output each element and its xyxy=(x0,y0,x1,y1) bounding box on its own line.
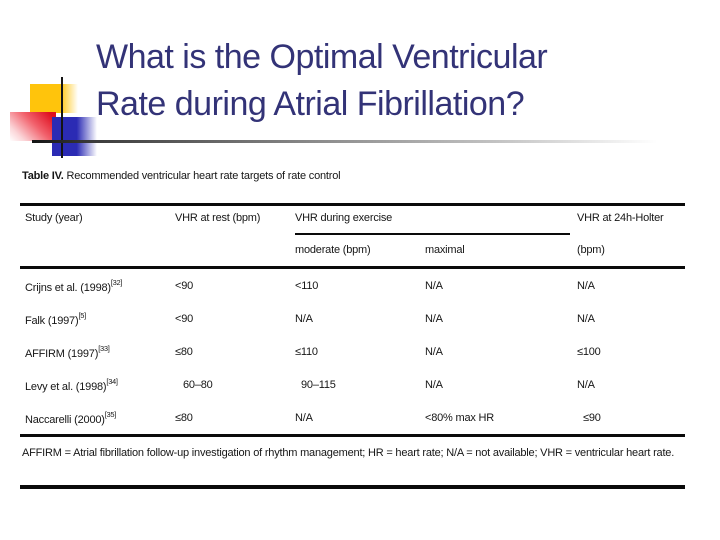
cell-maximal: N/A xyxy=(425,279,443,292)
table-caption-label: Table IV. xyxy=(22,170,64,182)
cell-study: Levy et al. (1998)[34] xyxy=(25,377,118,393)
study-name: Crijns et al. (1998) xyxy=(25,281,111,294)
table-row: Levy et al. (1998)[34] 60–80 90–115 N/A … xyxy=(20,368,685,401)
table-row: Naccarelli (2000)[35] ≤80 N/A <80% max H… xyxy=(20,401,685,434)
col-header-moderate: moderate (bpm) xyxy=(295,244,371,256)
col-header-maximal: maximal xyxy=(425,244,465,256)
cell-study: Falk (1997)[5] xyxy=(25,311,86,327)
cell-moderate: <110 xyxy=(295,279,319,292)
table-row: Falk (1997)[5] <90 N/A N/A N/A xyxy=(20,302,685,335)
col-header-rest: VHR at rest (bpm) xyxy=(175,212,261,224)
table-rows: Crijns et al. (1998)[32] <90 <110 N/A N/… xyxy=(20,269,685,434)
cell-moderate: 90–115 xyxy=(301,378,336,391)
cell-maximal: N/A xyxy=(425,345,443,358)
study-ref-superscript: [34] xyxy=(106,376,118,386)
decor-vertical-line xyxy=(61,77,63,158)
col-header-exercise: VHR during exercise xyxy=(295,212,393,224)
cell-rest: <90 xyxy=(175,279,194,292)
exercise-spanner-underline xyxy=(295,233,570,235)
table-row: AFFIRM (1997)[33] ≤80 ≤110 N/A ≤100 xyxy=(20,335,685,368)
cell-maximal: N/A xyxy=(425,312,443,325)
cell-rest: 60–80 xyxy=(183,378,213,391)
col-header-holter: VHR at 24h-Holter xyxy=(577,212,664,224)
table-footnote: AFFIRM = Atrial fibrillation follow-up i… xyxy=(22,447,675,459)
study-ref-superscript: [35] xyxy=(104,409,117,419)
cell-holter: N/A xyxy=(577,279,595,292)
title-underline-rule xyxy=(32,140,657,143)
table: Table IV. Recommended ventricular heart … xyxy=(20,170,685,492)
table-rule-top xyxy=(20,203,685,206)
table-rule-bottom xyxy=(20,485,685,489)
table-caption: Table IV. Recommended ventricular heart … xyxy=(22,170,341,182)
table-rule-data-bottom xyxy=(20,434,685,437)
col-header-study: Study (year) xyxy=(25,212,83,224)
slide-title: What is the Optimal Ventricular Rate dur… xyxy=(96,34,696,128)
col-header-holter-unit: (bpm) xyxy=(577,244,605,256)
cell-holter: ≤100 xyxy=(577,345,601,358)
study-name: Naccarelli (2000) xyxy=(25,413,105,426)
cell-moderate: ≤110 xyxy=(295,345,318,358)
study-name: Falk (1997) xyxy=(25,314,79,327)
cell-study: Crijns et al. (1998)[32] xyxy=(25,278,122,294)
study-ref-superscript: [33] xyxy=(98,343,110,353)
decor-blue-square xyxy=(52,117,97,156)
cell-moderate: N/A xyxy=(295,411,313,424)
cell-holter: ≤90 xyxy=(583,411,601,424)
decor-red-square xyxy=(10,112,56,141)
cell-study: AFFIRM (1997)[33] xyxy=(25,344,110,360)
study-ref-superscript: [5] xyxy=(78,310,86,320)
table-caption-text: Recommended ventricular heart rate targe… xyxy=(63,170,341,182)
cell-holter: N/A xyxy=(577,378,595,391)
cell-maximal: <80% max HR xyxy=(425,411,495,424)
decor-yellow-square xyxy=(30,84,78,113)
study-name: AFFIRM (1997) xyxy=(25,347,99,360)
slide-title-line1: What is the Optimal Ventricular xyxy=(96,38,548,76)
table-row: Crijns et al. (1998)[32] <90 <110 N/A N/… xyxy=(20,269,685,302)
study-name: Levy et al. (1998) xyxy=(25,380,107,393)
cell-study: Naccarelli (2000)[35] xyxy=(25,410,116,426)
slide-title-line2: Rate during Atrial Fibrillation? xyxy=(96,85,525,123)
cell-rest: <90 xyxy=(175,312,194,325)
cell-maximal: N/A xyxy=(425,378,443,391)
table-rule-mid xyxy=(20,266,685,269)
cell-rest: ≤80 xyxy=(175,345,193,358)
cell-moderate: N/A xyxy=(295,312,313,325)
study-ref-superscript: [32] xyxy=(110,277,123,287)
cell-rest: ≤80 xyxy=(175,411,193,424)
cell-holter: N/A xyxy=(577,312,595,325)
